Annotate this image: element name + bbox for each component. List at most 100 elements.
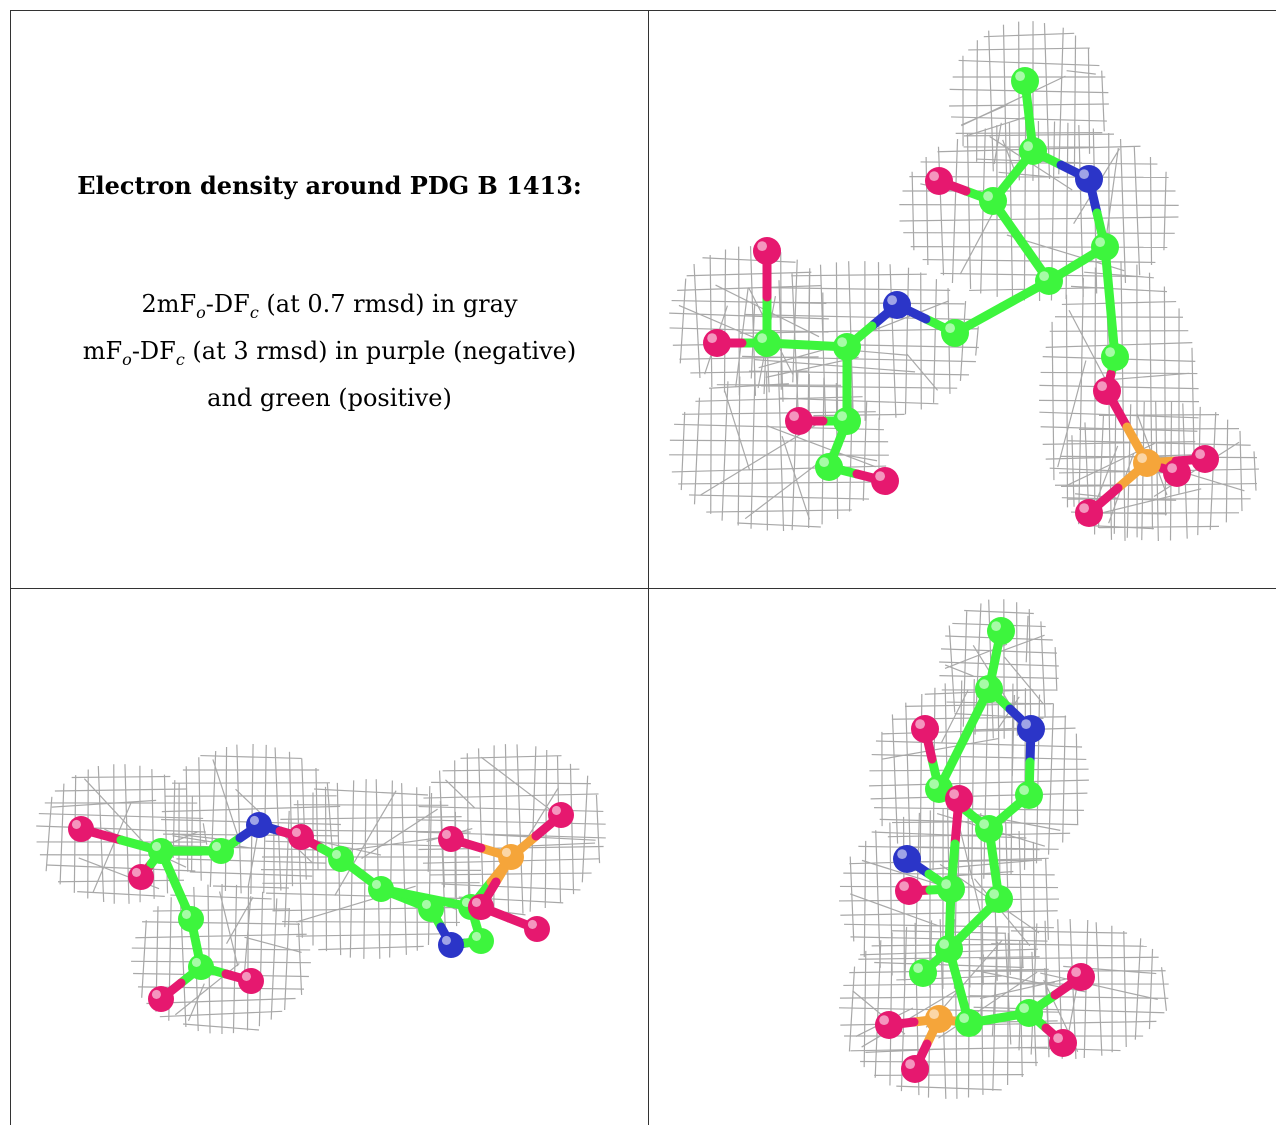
mesh-line (1028, 609, 1032, 729)
mesh-line (1054, 316, 1184, 318)
mesh-line (686, 271, 812, 277)
atom (911, 715, 939, 743)
mesh-line (124, 764, 130, 904)
mesh-line (958, 59, 1100, 67)
caption-title: Electron density around PDG B 1413: (77, 171, 582, 200)
mesh-line (1094, 488, 1202, 516)
mesh-line (973, 1006, 1165, 1014)
atom-highlight (527, 919, 537, 929)
mesh-line (1075, 733, 1079, 825)
mesh-line (1148, 948, 1154, 1030)
mesh-line (877, 262, 881, 420)
atom-highlight (757, 333, 767, 343)
mesh-line (979, 954, 985, 1024)
mesh-line (261, 869, 481, 871)
mesh-line (401, 783, 407, 955)
mesh-line (863, 950, 867, 1068)
atom-highlight (789, 411, 799, 421)
atom (753, 237, 781, 265)
atom (1017, 715, 1045, 743)
atom (955, 1009, 983, 1037)
mesh-line (760, 385, 958, 389)
caption-line-1-sub2: c (249, 302, 259, 322)
mesh-line (862, 401, 868, 501)
atom-highlight (471, 931, 482, 941)
mesh-line (131, 960, 311, 964)
atom-highlight (441, 829, 452, 839)
mesh-line (792, 259, 798, 383)
mesh-line (1163, 171, 1167, 251)
density-mesh (669, 21, 1260, 541)
mesh-line (862, 300, 949, 336)
atom (246, 812, 272, 838)
atom-highlight (979, 679, 989, 689)
caption-line-1-post: (at 0.7 rmsd) in gray (258, 290, 518, 318)
mesh-line (270, 898, 278, 1020)
atom (1067, 963, 1095, 991)
mesh-line (976, 40, 978, 162)
atom (208, 838, 234, 864)
mesh-line (968, 47, 1090, 51)
mesh-line (1040, 621, 1046, 717)
mesh-line (1018, 21, 1020, 181)
atom-highlight (887, 295, 897, 305)
mesh-line (766, 425, 876, 468)
atom-highlight (291, 827, 302, 837)
caption-line-1-mid: -DF (205, 290, 250, 318)
mesh-line (679, 278, 687, 364)
atom-highlight (757, 241, 767, 252)
atom (945, 785, 973, 813)
mesh-line (912, 859, 1036, 872)
mesh-line (1209, 412, 1217, 530)
mesh-line (669, 327, 829, 333)
atom (871, 467, 899, 495)
mesh-line (980, 128, 986, 294)
atom-highlight (501, 847, 512, 857)
caption-cell: Electron density around PDG B 1413: 2mFo… (11, 11, 648, 588)
atom-highlight (915, 719, 925, 729)
mesh-line (159, 1010, 283, 1018)
mesh-line (1113, 408, 1117, 534)
mesh-line (1061, 300, 1177, 306)
atom (188, 954, 214, 980)
atom (909, 959, 937, 987)
mesh-line (77, 890, 165, 898)
mesh-line (767, 287, 951, 291)
mesh-line (904, 267, 910, 415)
mesh-line (218, 891, 239, 967)
atom (1093, 377, 1121, 405)
atom-highlight (819, 457, 829, 467)
mesh-line (1123, 930, 1127, 1048)
caption-line-1-pre: 2mF (141, 290, 197, 318)
mesh-line (1239, 430, 1243, 512)
atom (883, 291, 911, 319)
mesh-line (791, 273, 927, 277)
mesh-line (284, 907, 290, 1011)
atom (1133, 449, 1161, 477)
atom-highlight (471, 897, 482, 907)
mesh-line (962, 611, 968, 727)
atom (1101, 343, 1129, 371)
mesh-line (871, 831, 1027, 839)
mesh-line (941, 689, 969, 743)
mesh-line (848, 966, 856, 1052)
atom-highlight (1015, 71, 1025, 81)
mesh-line (280, 816, 462, 820)
mesh-line (874, 1074, 1024, 1076)
mesh-line (979, 956, 1159, 960)
caption-line-2: mFo-DFc (at 3 rmsd) in purple (negative) (11, 332, 648, 379)
mesh-line (1084, 271, 1154, 279)
mesh-line (200, 754, 302, 760)
mesh-line (416, 819, 606, 825)
mesh-line (742, 355, 976, 363)
mesh-line (334, 790, 397, 896)
mesh-line (988, 30, 994, 172)
mesh-line (418, 805, 604, 813)
mesh-line (869, 768, 1089, 772)
caption-line-2-sub2: c (175, 349, 185, 369)
mesh-line (991, 943, 1147, 947)
atom (1049, 1029, 1077, 1057)
atom-highlight (1195, 449, 1205, 459)
atom (979, 187, 1007, 215)
mesh-line (213, 885, 289, 889)
